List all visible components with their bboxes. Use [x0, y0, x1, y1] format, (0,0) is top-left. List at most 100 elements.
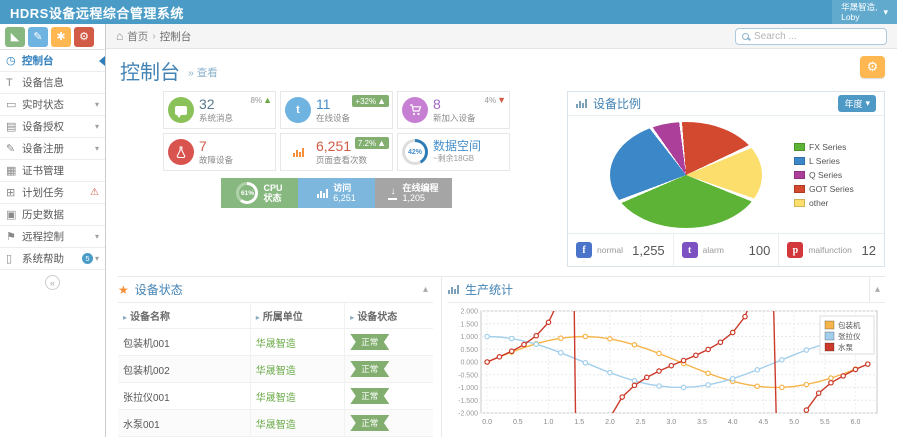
edit-icon: ✎	[6, 143, 16, 155]
footer-stat-alarm: t alarm 100	[672, 234, 779, 266]
stat-label: 数据空间	[433, 139, 482, 153]
cpu-status-row: 61% CPU 状态 访问 6,251 ↓	[221, 178, 510, 208]
svg-text:5.5: 5.5	[820, 419, 830, 426]
svg-text:1.0: 1.0	[544, 419, 554, 426]
svg-text:3.0: 3.0	[666, 419, 676, 426]
column-header[interactable]: ▸ 设备状态	[344, 303, 433, 329]
collapse-icon[interactable]: ▴	[868, 277, 885, 302]
device-name: 水泵001	[118, 409, 251, 437]
sidebar-item-remote-control[interactable]: ⚑ 远程控制 ▾	[0, 226, 105, 248]
table-row[interactable]: 水泵001 华晟智造 正常	[118, 409, 433, 437]
stat-value: 11	[316, 95, 331, 112]
svg-text:-0.500: -0.500	[458, 372, 478, 379]
collapse-icon[interactable]: ▴	[422, 284, 428, 295]
stat-value: 32	[199, 95, 215, 112]
stat-card-online-devices: t 11 在线设备 +32% ▲	[280, 91, 393, 129]
table-icon: ▤	[6, 121, 17, 133]
legend-item: GOT Series	[794, 184, 874, 194]
pie-legend: FX Series L Series Q Series GOT Series o…	[794, 142, 874, 208]
status-badge: 正常	[350, 388, 390, 404]
device-ratio-footer: f normal 1,255 t alarm 100 p malfunction	[568, 233, 884, 266]
device-org: 华晟智造	[249, 355, 345, 383]
search-input[interactable]	[754, 30, 886, 42]
sidebar-menu: ◷ 控制台 T 设备信息 ▭ 实时状态 ▾ ▤ 设备授权 ▾ ✎ 设备注册 ▾	[0, 50, 105, 270]
online-programming-tile: ↓ 在线编程 1,205	[375, 178, 452, 208]
chart-icon	[576, 99, 587, 108]
svg-text:0.000: 0.000	[460, 360, 478, 367]
stat-label: 新加入设备	[433, 112, 476, 123]
sidebar-item-device-info[interactable]: T 设备信息	[0, 72, 105, 94]
stat-card-system-messages: 32 系统消息 8% ▲	[163, 91, 276, 129]
bug-icon[interactable]: ✱	[51, 26, 71, 47]
table-row[interactable]: 包装机002 华晟智造 正常	[118, 355, 433, 383]
stat-card-new-devices: 8 新加入设备 4% ▼	[397, 91, 510, 129]
facebook-icon: f	[576, 242, 592, 258]
stat-card-page-views: 6,251 页面查看次数 7.2% ▲	[280, 133, 393, 171]
bar-chart-icon	[317, 188, 329, 198]
stat-label: 页面查看次数	[316, 154, 368, 165]
device-org: 华晟智造	[249, 382, 345, 410]
twitter-icon: t	[285, 97, 311, 123]
area-chart-icon[interactable]: ◣	[5, 26, 25, 47]
svg-text:4.0: 4.0	[728, 419, 738, 426]
device-name: 包装机002	[118, 355, 251, 383]
device-status-table: ▸ 设备名称 ▸ 所属单位 ▸ 设备状态 包装机001 华晟智造 正常	[118, 303, 433, 437]
sidebar-item-history-data[interactable]: ▣ 历史数据	[0, 204, 105, 226]
file-icon: ▯	[6, 253, 13, 265]
chart-icon	[448, 285, 459, 294]
user-menu[interactable]: 华晟智造, Loby ▾	[832, 0, 897, 24]
sidebar-item-scheduled-tasks[interactable]: ⊞ 计划任务 ⚠	[0, 182, 105, 204]
svg-text:-2.000: -2.000	[458, 411, 478, 418]
user-org: 华晟智造,	[841, 2, 878, 12]
table-row[interactable]: 包装机001 华晟智造 正常	[118, 328, 433, 356]
stat-delta: 8%	[250, 95, 263, 105]
sidebar-item-realtime-status[interactable]: ▭ 实时状态 ▾	[0, 94, 105, 116]
tag-icon: ⚑	[6, 231, 16, 243]
chevron-down-icon: ▾	[94, 232, 99, 241]
tile-label: 在线编程	[402, 183, 439, 193]
sidebar-item-device-auth[interactable]: ▤ 设备授权 ▾	[0, 116, 105, 138]
panel-title: 设备状态	[134, 283, 183, 297]
sidebar-item-cert-management[interactable]: ▦ 证书管理	[0, 160, 105, 182]
sidebar-collapse-button[interactable]: «	[45, 275, 60, 290]
svg-text:水泵: 水泵	[838, 342, 853, 352]
breadcrumb-separator: ›	[152, 30, 156, 42]
cpu-status-tile: 61% CPU 状态	[221, 178, 298, 208]
sidebar: ◣ ✎ ✱ ⚙ ◷ 控制台 T 设备信息 ▭ 实时状态 ▾ ▤ 设备授权 ▾	[0, 24, 106, 437]
stat-label: 故障设备	[199, 154, 234, 165]
column-header[interactable]: ▸ 设备名称	[118, 303, 251, 329]
breadcrumb-home[interactable]: 首页	[127, 30, 149, 43]
svg-text:2.000: 2.000	[460, 309, 478, 316]
pencil-icon[interactable]: ✎	[28, 26, 48, 47]
sidebar-item-device-register[interactable]: ✎ 设备注册 ▾	[0, 138, 105, 160]
page-subtitle: » 查看	[188, 67, 218, 79]
svg-text:2.0: 2.0	[605, 419, 615, 426]
device-ratio-pie-chart	[610, 121, 762, 228]
count-badge: 5	[81, 253, 93, 264]
warning-icon: ⚠	[90, 187, 99, 198]
search-box[interactable]	[735, 27, 887, 45]
device-name: 张拉仪001	[118, 382, 251, 410]
chevron-down-icon: ▾	[94, 254, 99, 263]
top-navbar: HDRS设备远程综合管理系统 华晟智造, Loby ▾	[0, 0, 897, 24]
cogs-icon[interactable]: ⚙	[74, 26, 94, 47]
gear-icon[interactable]: ⚙	[860, 56, 885, 78]
sidebar-item-dashboard[interactable]: ◷ 控制台	[0, 50, 105, 72]
caret-right-icon: ▸	[255, 313, 260, 322]
production-line-chart: 2.000 1.500 1.000 0.500 0.000 -0.500 -1.000 -1.…	[448, 303, 885, 437]
arrow-up-icon: ▲	[263, 95, 272, 105]
stat-label: 在线设备	[316, 112, 351, 123]
home-icon: ⌂	[116, 29, 124, 43]
arrow-down-icon: ▼	[497, 95, 506, 105]
page-title: 控制台	[120, 62, 180, 84]
column-header[interactable]: ▸ 所属单位	[249, 303, 345, 329]
legend-item: FX Series	[794, 142, 874, 152]
table-row[interactable]: 张拉仪001 华晟智造 正常	[118, 382, 433, 410]
download-icon: ↓	[388, 186, 398, 200]
id-card-icon: ▦	[6, 165, 17, 177]
status-badge: 正常	[350, 415, 390, 431]
device-status-panel: ★ 设备状态 ▴ ▸ 设备名称 ▸ 所属单位 ▸ 设备状态	[118, 277, 442, 437]
period-dropdown-button[interactable]: 年度 ▾	[838, 95, 876, 112]
tile-value: 1,205	[402, 193, 426, 203]
sidebar-item-system-help[interactable]: ▯ 系统帮助 5 ▾	[0, 248, 105, 270]
